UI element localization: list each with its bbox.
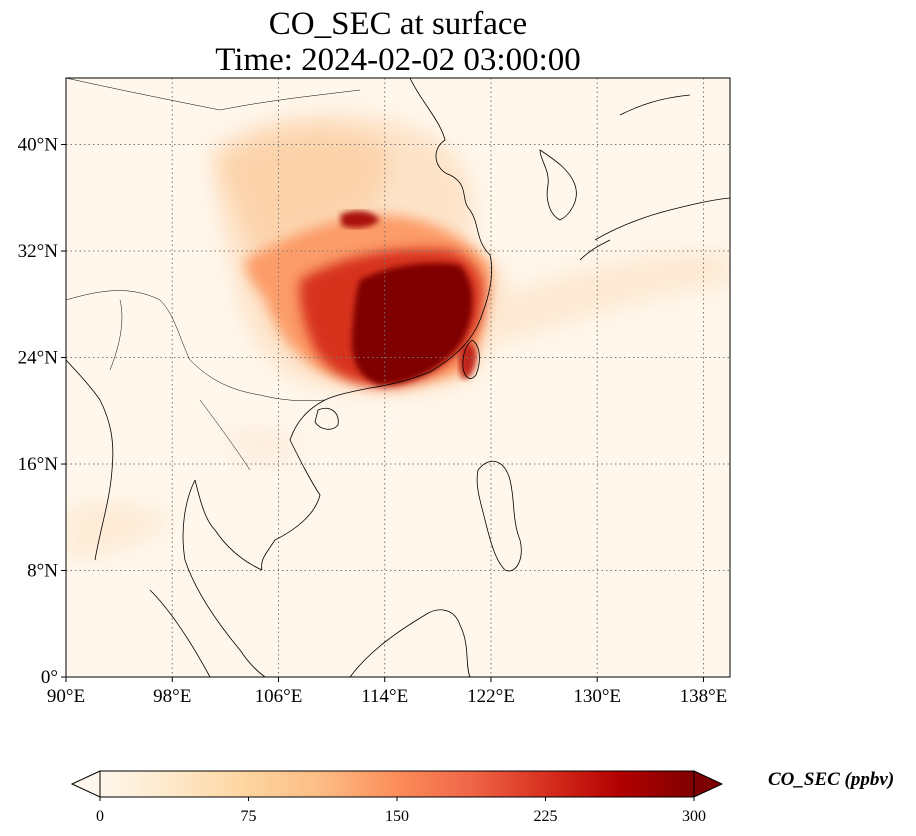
lat-tick-label: 16°N [18,454,59,475]
concentration-field [66,112,730,560]
coastline-japan-north [619,94,691,116]
border-laos [199,399,251,471]
coastline-hainan [314,408,339,430]
coastline-japan-2 [579,239,611,261]
coastline-vietnam [261,399,326,571]
lon-tick-label: 90°E [47,686,85,707]
map-title-line-1: CO_SEC at surface [268,6,528,42]
gridlines [66,78,730,677]
lat-tick-label: 32°N [18,241,59,262]
lon-tick-label: 130°E [573,686,621,707]
coastline-korea [539,149,577,221]
coastline-china [324,78,493,401]
coastline-malay [182,479,266,677]
lat-tick-label: 24°N [18,348,59,369]
latitude-axis: 0° 8°N 16°N 24°N 32°N 40°N [18,135,66,688]
colorbar: 0 75 150 225 300 [70,770,724,825]
plume-patch-north [340,210,380,228]
map-title-line-2: Time: 2024-02-02 03:00:00 [215,42,581,78]
coastline-taiwan [462,339,480,379]
lat-tick-label: 40°N [18,135,59,156]
lon-tick-label: 122°E [467,686,515,707]
colorbar-label: CO_SEC (ppbv) [768,769,895,790]
colorbar-tick-label: 225 [534,808,558,825]
lon-tick-label: 114°E [361,686,408,707]
colorbar-tick-label: 75 [241,808,257,825]
map-panel [66,78,730,677]
colorbar-bar [99,770,695,798]
lon-tick-label: 98°E [153,686,191,707]
border-china-south [66,290,326,402]
colorbar-tick-label: 150 [385,808,409,825]
plume-ocean-east [490,250,730,345]
coastline-sumatra [149,589,211,677]
plume-indochina [230,426,300,466]
coastline-bay-bengal [66,359,114,561]
lat-tick-label: 0° [41,667,58,688]
colorbar-extend-max [693,770,724,798]
longitude-axis: 90°E 98°E 106°E 114°E 122°E 130°E 138°E [47,677,727,707]
coastline-japan-1 [594,197,730,241]
lat-tick-label: 8°N [27,561,58,582]
plume-north [220,129,389,260]
border-mongolia [66,78,361,111]
lon-tick-label: 138°E [680,686,728,707]
lon-tick-label: 106°E [255,686,303,707]
colorbar-extend-min [70,770,101,798]
coastline-gulf-thailand [194,479,263,571]
coastlines [66,78,730,677]
coastline-borneo [349,609,471,677]
colorbar-ticks: 0 75 150 225 300 [96,797,706,825]
border-myanmar [109,299,123,371]
map-frame [65,77,731,678]
plume-peak [351,263,473,385]
colorbar-tick-label: 0 [96,808,104,825]
colorbar-tick-label: 300 [682,808,706,825]
coastline-philippines [476,460,522,572]
plume-bay-of-bengal [66,501,170,560]
